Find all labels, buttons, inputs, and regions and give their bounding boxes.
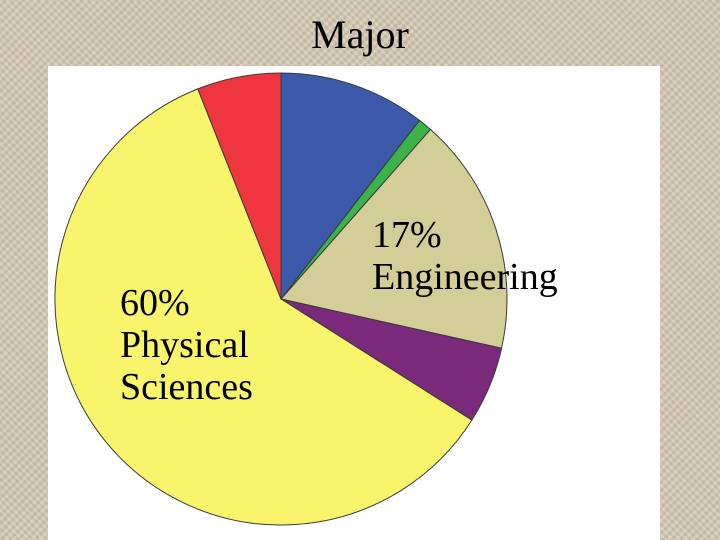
chart-panel: 17% Engineering 60% Physical Sciences — [48, 66, 660, 540]
slice-name-physical-line1: Physical — [120, 324, 249, 366]
pie-slice-6 — [197, 72, 282, 300]
slice-name-engineering: Engineering — [372, 256, 558, 298]
pie-chart — [54, 72, 508, 526]
chart-title: Major — [311, 12, 409, 57]
slice-name-physical-line2: Sciences — [120, 366, 253, 408]
pie-slice-1 — [280, 72, 421, 301]
pie-slice-5 — [54, 88, 473, 526]
slice-pct-physical-sciences: 60% — [120, 282, 190, 324]
slice-pct-engineering: 17% — [372, 214, 442, 256]
slice-label-physical-sciences: 60% Physical Sciences — [120, 282, 253, 408]
pie-slice-3 — [280, 128, 508, 349]
slice-label-engineering: 17% Engineering — [372, 214, 558, 298]
